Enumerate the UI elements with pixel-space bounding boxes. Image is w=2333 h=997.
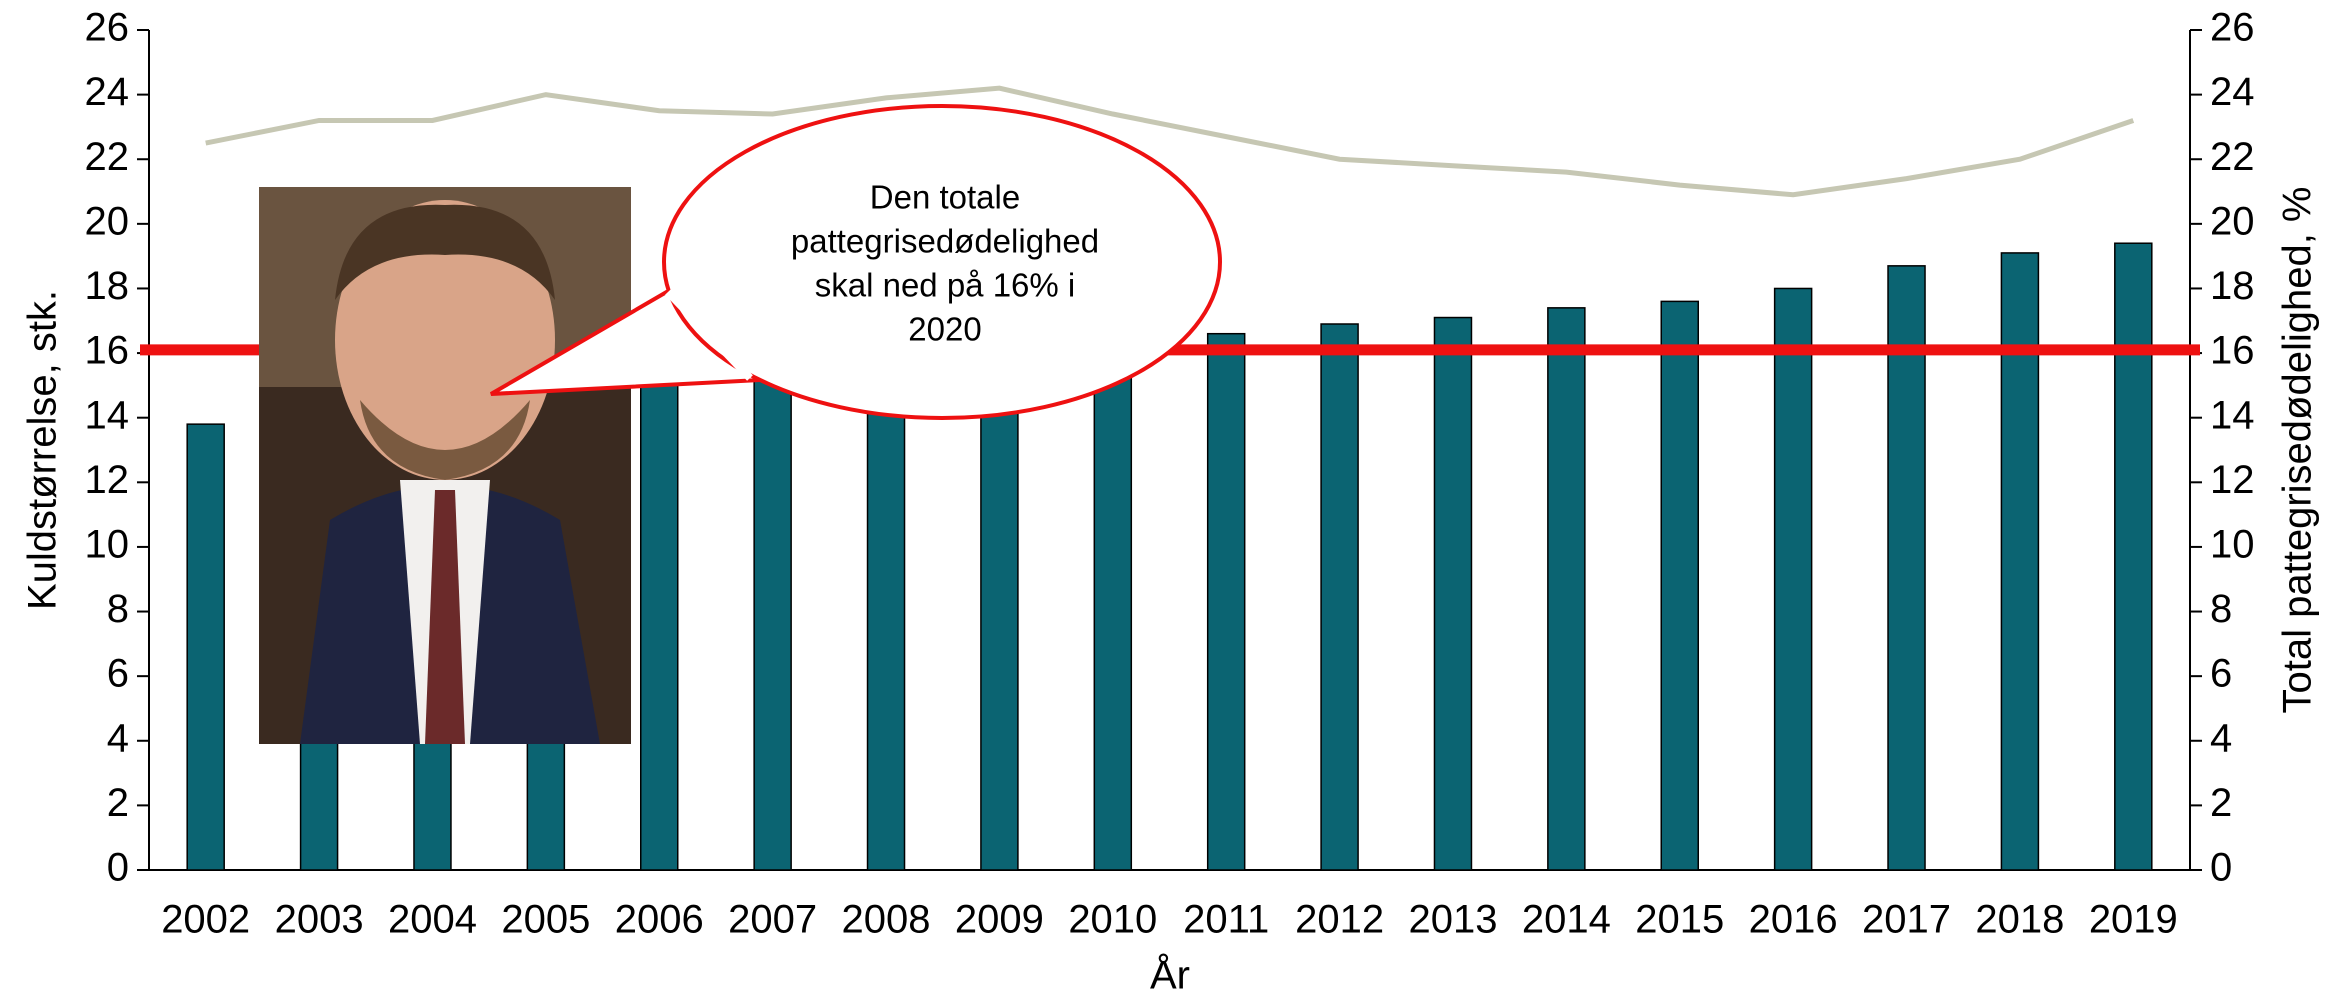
y-tick-label: 12 — [85, 458, 130, 502]
y2-tick-label: 22 — [2210, 135, 2255, 179]
y-tick-label: 24 — [85, 70, 130, 114]
y2-tick-label: 24 — [2210, 70, 2255, 114]
bar — [1321, 324, 1358, 870]
y-tick-label: 16 — [85, 329, 130, 373]
y-tick-label: 10 — [85, 522, 130, 566]
annotation-text: skal ned på 16% i — [815, 267, 1076, 304]
bar — [1208, 334, 1245, 870]
x-tick-label: 2016 — [1749, 898, 1838, 942]
y2-tick-label: 18 — [2210, 264, 2255, 308]
x-tick-label: 2010 — [1068, 898, 1157, 942]
x-tick-label: 2008 — [842, 898, 931, 942]
photo — [259, 187, 631, 744]
bar — [754, 369, 791, 870]
x-tick-label: 2014 — [1522, 898, 1611, 942]
x-tick-label: 2003 — [275, 898, 364, 942]
y-tick-label: 26 — [85, 6, 130, 50]
bar — [1661, 301, 1698, 870]
bar — [868, 366, 905, 870]
x-tick-label: 2012 — [1295, 898, 1384, 942]
y-axis-label: Kuldstørrelse, stk. — [21, 290, 65, 610]
x-tick-label: 2017 — [1862, 898, 1951, 942]
bar — [641, 376, 678, 870]
annotation-text: pattegrisedødelighed — [791, 223, 1099, 260]
y2-axis-label: Total pattegrisedødelighed, % — [2276, 187, 2320, 714]
x-axis-label: År — [1150, 953, 1190, 997]
annotation-text: 2020 — [908, 311, 981, 348]
bar — [1094, 353, 1131, 870]
y2-tick-label: 8 — [2210, 587, 2232, 631]
y2-tick-label: 12 — [2210, 458, 2255, 502]
x-tick-label: 2013 — [1408, 898, 1497, 942]
y2-tick-label: 0 — [2210, 846, 2232, 890]
x-tick-label: 2011 — [1183, 898, 1269, 942]
bar — [1888, 266, 1925, 870]
chart: Kuldstørrelse, stk. Total pattegrisedøde… — [0, 0, 2333, 997]
bar — [2115, 243, 2152, 870]
x-tick-label: 2007 — [728, 898, 817, 942]
bar — [981, 356, 1018, 870]
y-tick-label: 8 — [107, 587, 129, 631]
x-tick-label: 2004 — [388, 898, 477, 942]
y2-tick-label: 6 — [2210, 652, 2232, 696]
y-tick-label: 20 — [85, 199, 130, 243]
y2-tick-label: 4 — [2210, 716, 2232, 760]
y2-tick-label: 14 — [2210, 393, 2255, 437]
y-tick-label: 0 — [107, 846, 129, 890]
y-tick-label: 18 — [85, 264, 130, 308]
y2-tick-label: 20 — [2210, 199, 2255, 243]
x-tick-label: 2005 — [501, 898, 590, 942]
x-tick-label: 2018 — [1975, 898, 2064, 942]
x-tick-label: 2009 — [955, 898, 1044, 942]
bar — [1548, 308, 1585, 870]
y-tick-label: 14 — [85, 393, 130, 437]
x-tick-label: 2019 — [2089, 898, 2178, 942]
y-tick-label: 6 — [107, 652, 129, 696]
x-tick-label: 2006 — [615, 898, 704, 942]
x-tick-label: 2015 — [1635, 898, 1724, 942]
bar — [1775, 288, 1812, 870]
bar — [187, 424, 224, 870]
y2-tick-label: 26 — [2210, 6, 2255, 50]
y-tick-label: 22 — [85, 135, 130, 179]
x-tick-label: 2002 — [161, 898, 250, 942]
y2-tick-label: 10 — [2210, 522, 2255, 566]
annotation-text: Den totale — [870, 179, 1020, 216]
y-tick-label: 4 — [107, 716, 129, 760]
bar — [1434, 318, 1471, 870]
y-tick-label: 2 — [107, 781, 129, 825]
y2-tick-label: 16 — [2210, 329, 2255, 373]
y2-tick-label: 2 — [2210, 781, 2232, 825]
